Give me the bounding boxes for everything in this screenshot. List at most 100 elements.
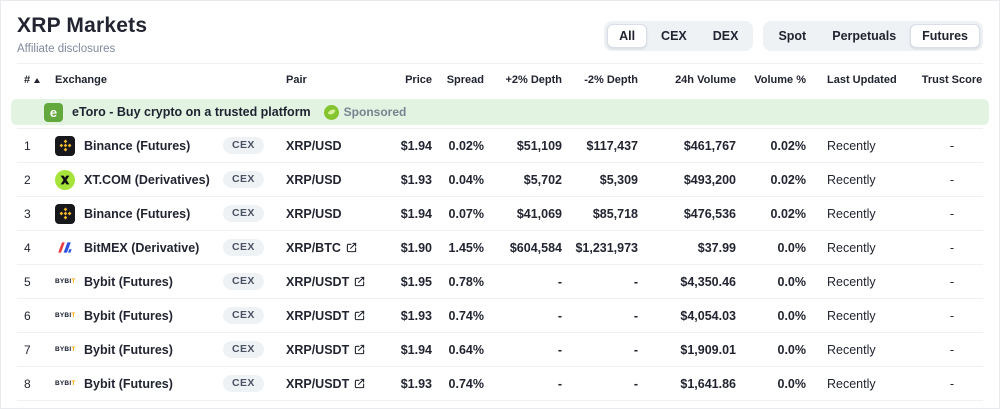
trust-score-cell: - <box>949 206 955 221</box>
last-updated-cell: Recently <box>827 274 876 289</box>
column-header-price[interactable]: Price <box>405 74 432 86</box>
trust-score-cell: - <box>949 274 955 289</box>
exchange-name-link[interactable]: Binance (Futures) <box>84 206 191 221</box>
volume-24h-cell: $4,054.03 <box>680 308 736 323</box>
external-link-icon[interactable] <box>354 344 365 355</box>
column-header-24h-volume[interactable]: 24h Volume <box>675 74 736 86</box>
filter-perpetuals-button[interactable]: Perpetuals <box>820 24 908 48</box>
pair-cell[interactable]: XRP/USD <box>281 207 379 221</box>
table-row: 2 XT.COM (Derivatives) CEX XRP/USD $1.93… <box>17 163 983 197</box>
filter-all-button[interactable]: All <box>607 24 648 48</box>
spread-cell: 0.64% <box>448 342 484 357</box>
price-cell: $1.94 <box>400 138 432 153</box>
column-header-pair[interactable]: Pair <box>286 74 307 86</box>
exchange-name-link[interactable]: Binance (Futures) <box>84 138 191 153</box>
volume-pct-cell: 0.0% <box>777 342 807 357</box>
binance-logo <box>55 135 75 156</box>
external-link-icon[interactable] <box>354 310 365 321</box>
exchange-name-link[interactable]: Bybit (Futures) <box>84 308 173 323</box>
pair-cell[interactable]: XRP/USDT <box>281 343 379 357</box>
volume-pct-cell: 0.02% <box>770 206 806 221</box>
rank-cell: 4 <box>24 240 31 255</box>
spread-cell: 0.04% <box>448 172 484 187</box>
column-header-spread[interactable]: Spread <box>446 74 484 86</box>
volume-pct-cell: 0.02% <box>770 172 806 187</box>
pair-cell[interactable]: XRP/BTC <box>281 241 379 255</box>
trade-type-toggle-group: Spot Perpetuals Futures <box>763 21 983 51</box>
sponsored-banner[interactable]: e eToro - Buy crypto on a trusted platfo… <box>11 99 989 125</box>
pair-link[interactable]: XRP/USD <box>286 206 342 221</box>
pair-link[interactable]: XRP/USDT <box>286 308 350 323</box>
exchange-cell[interactable]: BYBIT Bybit (Futures) <box>55 309 223 323</box>
exchange-cell[interactable]: BYBIT Bybit (Futures) <box>55 275 223 289</box>
price-cell: $1.93 <box>400 172 432 187</box>
exchange-name-link[interactable]: Bybit (Futures) <box>84 342 173 357</box>
pair-link[interactable]: XRP/USD <box>286 138 342 153</box>
affiliate-disclosures-link[interactable]: Affiliate disclosures <box>17 43 116 55</box>
rank-cell: 5 <box>24 274 31 289</box>
filter-spot-button[interactable]: Spot <box>766 24 818 48</box>
rank-header-label: # <box>24 74 31 86</box>
price-cell: $1.94 <box>400 206 432 221</box>
external-link-icon[interactable] <box>354 276 365 287</box>
external-link-icon[interactable] <box>346 242 357 253</box>
volume-24h-cell: $1,641.86 <box>680 376 736 391</box>
pair-cell[interactable]: XRP/USD <box>281 139 379 153</box>
column-header-last-updated[interactable]: Last Updated <box>827 74 897 86</box>
pair-link[interactable]: XRP/USDT <box>286 274 350 289</box>
page-title: XRP Markets <box>17 14 148 37</box>
pair-link[interactable]: XRP/USDT <box>286 342 350 357</box>
pair-link[interactable]: XRP/USDT <box>286 376 350 391</box>
pair-link[interactable]: XRP/USD <box>286 172 342 187</box>
trust-score-cell: - <box>949 342 955 357</box>
pair-cell[interactable]: XRP/USDT <box>281 377 379 391</box>
exchange-logo-slot <box>55 135 76 156</box>
exchange-cell[interactable]: BYBIT Bybit (Futures) <box>55 343 223 357</box>
sponsored-label: Sponsored <box>343 105 407 119</box>
exchange-name-link[interactable]: Bybit (Futures) <box>84 274 173 289</box>
pair-cell[interactable]: XRP/USDT <box>281 275 379 289</box>
sponsored-banner-text[interactable]: eToro - Buy crypto on a trusted platform <box>72 105 311 119</box>
exchange-type-cell: CEX <box>223 137 281 154</box>
exchange-cell[interactable]: Binance (Futures) <box>55 135 223 156</box>
plus2-depth-cell: - <box>557 342 562 357</box>
minus2-depth-cell: $1,231,973 <box>575 240 638 255</box>
exchange-logo-slot <box>55 169 76 190</box>
filter-cex-button[interactable]: CEX <box>649 24 699 48</box>
column-header-trust-score[interactable]: Trust Score <box>921 74 983 86</box>
trust-score-cell: - <box>949 308 955 323</box>
exchange-type-cell: CEX <box>223 205 281 222</box>
filter-futures-button[interactable]: Futures <box>910 24 980 48</box>
column-header-minus2-depth[interactable]: -2% Depth <box>584 74 638 86</box>
exchange-cell[interactable]: Binance (Futures) <box>55 203 223 224</box>
external-link-icon[interactable] <box>354 378 365 389</box>
exchange-cell[interactable]: XT.COM (Derivatives) <box>55 169 223 190</box>
exchange-logo-slot: BYBIT <box>55 380 76 387</box>
column-header-plus2-depth[interactable]: +2% Depth <box>505 74 562 86</box>
price-cell: $1.90 <box>400 240 432 255</box>
cex-badge: CEX <box>223 273 264 290</box>
sponsored-leaf-icon <box>323 104 339 120</box>
spread-cell: 0.07% <box>448 206 484 221</box>
column-header-rank[interactable]: # <box>17 74 55 86</box>
column-header-volume-pct[interactable]: Volume % <box>754 74 806 86</box>
exchange-name-link[interactable]: Bybit (Futures) <box>84 376 173 391</box>
exchange-logo-slot: BYBIT <box>55 278 76 285</box>
table-row: 7 BYBIT Bybit (Futures) CEX XRP/USDT $1.… <box>17 333 983 367</box>
exchange-cell[interactable]: BitMEX (Derivative) <box>55 238 223 258</box>
bybit-logo: BYBIT <box>55 380 76 387</box>
column-header-exchange[interactable]: Exchange <box>55 74 107 86</box>
exchange-name-link[interactable]: BitMEX (Derivative) <box>84 240 200 255</box>
pair-link[interactable]: XRP/BTC <box>286 240 341 255</box>
spread-cell: 0.74% <box>448 308 484 323</box>
pair-cell[interactable]: XRP/USD <box>281 173 379 187</box>
spread-cell: 0.74% <box>448 376 484 391</box>
cex-badge: CEX <box>223 375 264 392</box>
exchange-name-link[interactable]: XT.COM (Derivatives) <box>84 172 210 187</box>
exchange-type-cell: CEX <box>223 341 281 358</box>
bitmex-logo <box>55 238 75 258</box>
exchange-cell[interactable]: BYBIT Bybit (Futures) <box>55 377 223 391</box>
pair-cell[interactable]: XRP/USDT <box>281 309 379 323</box>
filter-dex-button[interactable]: DEX <box>701 24 751 48</box>
plus2-depth-cell: - <box>557 308 562 323</box>
